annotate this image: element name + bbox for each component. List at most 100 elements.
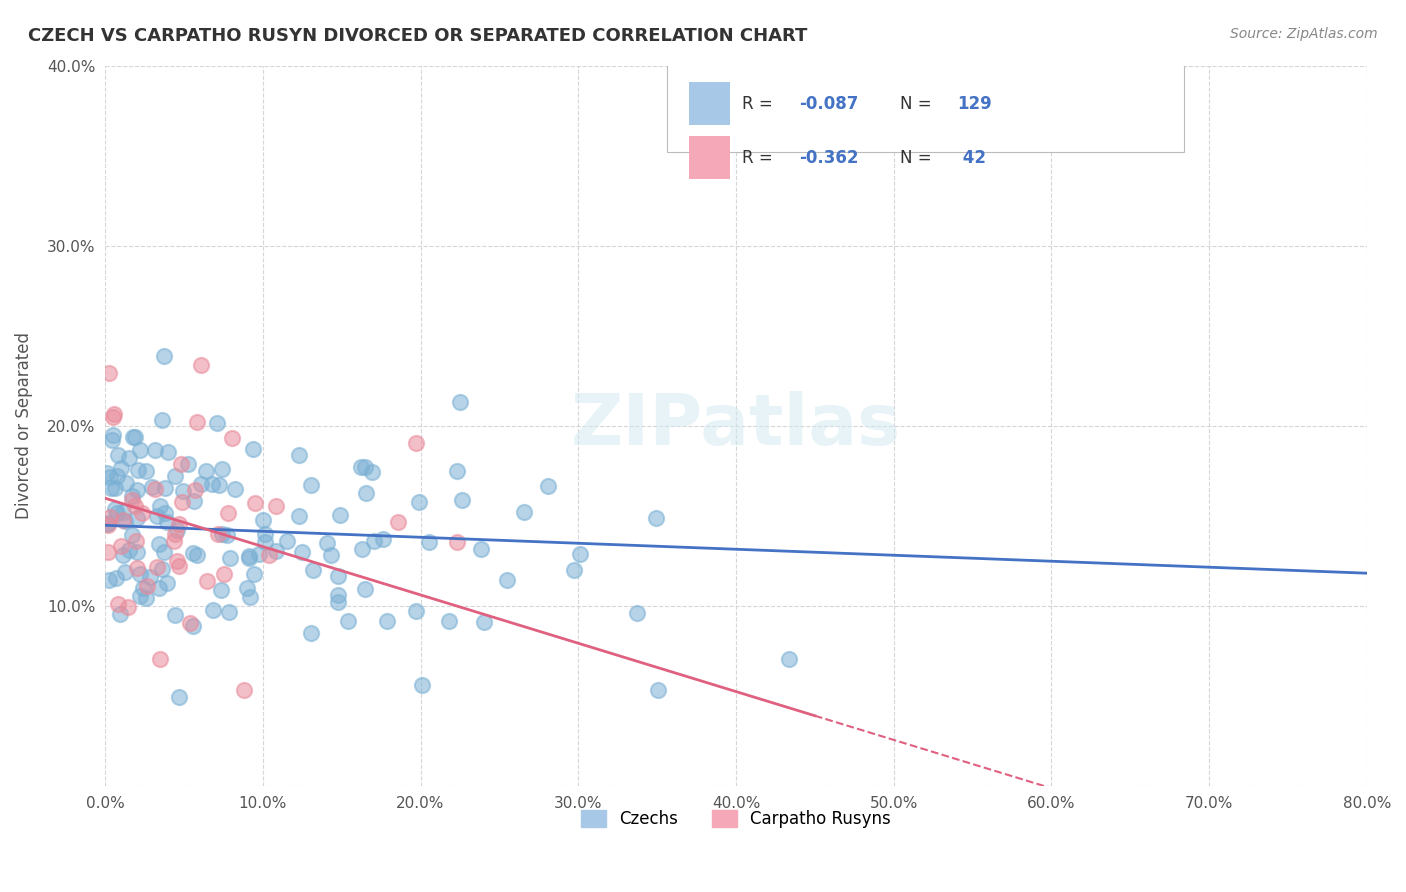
Point: [97, 516, 120, 530]
Legend: Czechs, Carpatho Rusyns: Czechs, Carpatho Rusyns: [575, 804, 897, 835]
Point: [166, 523, 188, 537]
Point: [101, 433, 124, 447]
Point: [470, 542, 492, 557]
Point: [105, 506, 128, 520]
Point: [235, 581, 257, 595]
Point: [98, 573, 121, 587]
Point: [177, 457, 200, 471]
Point: [350, 459, 373, 474]
Point: [243, 567, 266, 582]
Point: [117, 599, 139, 614]
Point: [195, 574, 218, 588]
Point: [107, 449, 129, 463]
Point: [190, 358, 212, 372]
Text: -0.087: -0.087: [799, 95, 859, 112]
Point: [129, 590, 152, 604]
Point: [103, 501, 125, 516]
Point: [125, 545, 148, 559]
Point: [179, 615, 201, 630]
Point: [276, 534, 298, 549]
Point: [135, 464, 157, 478]
Point: [194, 464, 217, 478]
Point: [496, 573, 519, 587]
Point: [97, 517, 120, 532]
Text: 42: 42: [956, 149, 986, 167]
Point: [149, 499, 172, 513]
Point: [439, 614, 461, 628]
Point: [125, 511, 148, 525]
Point: [156, 575, 179, 590]
Point: [124, 499, 146, 513]
Point: [408, 494, 430, 508]
Point: [211, 527, 233, 541]
Point: [96, 466, 118, 480]
Point: [143, 483, 166, 497]
Point: [143, 443, 166, 458]
Point: [121, 489, 143, 503]
Point: [209, 583, 232, 598]
Point: [254, 534, 277, 549]
Point: [252, 513, 274, 527]
Point: [108, 607, 131, 621]
Point: [114, 565, 136, 579]
Point: [153, 545, 176, 559]
Point: [153, 349, 176, 363]
Point: [97, 366, 120, 380]
Point: [319, 548, 342, 562]
Point: [127, 463, 149, 477]
Point: [132, 581, 155, 595]
Text: CZECH VS CARPATHO RUSYN DIVORCED OR SEPARATED CORRELATION CHART: CZECH VS CARPATHO RUSYN DIVORCED OR SEPA…: [28, 27, 807, 45]
Point: [238, 549, 260, 563]
Point: [219, 550, 242, 565]
Point: [207, 526, 229, 541]
Point: [218, 605, 240, 619]
Point: [208, 478, 231, 492]
Point: [149, 652, 172, 666]
Point: [243, 496, 266, 510]
Point: [112, 505, 135, 519]
Point: [166, 554, 188, 568]
Point: [104, 571, 127, 585]
Point: [118, 450, 141, 465]
Point: [148, 581, 170, 595]
Point: [257, 548, 280, 562]
Point: [163, 468, 186, 483]
Point: [170, 495, 193, 509]
Point: [110, 539, 132, 553]
Point: [212, 567, 235, 582]
Point: [350, 541, 373, 556]
Point: [336, 614, 359, 628]
Point: [110, 461, 132, 475]
Point: [360, 465, 382, 479]
Point: [100, 481, 122, 495]
Point: [101, 427, 124, 442]
Text: N =: N =: [900, 95, 936, 112]
Text: ZIPatlas: ZIPatlas: [571, 392, 901, 460]
Point: [107, 597, 129, 611]
Point: [778, 652, 800, 666]
Point: [201, 603, 224, 617]
Point: [299, 478, 322, 492]
Point: [472, 615, 495, 629]
Point: [387, 515, 409, 529]
Point: [247, 547, 270, 561]
Point: [446, 534, 468, 549]
Point: [645, 511, 668, 525]
Point: [239, 590, 262, 604]
Point: [354, 459, 377, 474]
Point: [316, 536, 339, 550]
Point: [201, 477, 224, 491]
Point: [329, 508, 352, 522]
Point: [536, 478, 558, 492]
FancyBboxPatch shape: [666, 22, 1184, 152]
Y-axis label: Divorced or Separated: Divorced or Separated: [15, 332, 32, 519]
Point: [104, 482, 127, 496]
Point: [96, 545, 118, 559]
Point: [169, 458, 191, 472]
Point: [186, 415, 208, 429]
Point: [238, 551, 260, 566]
Point: [167, 559, 190, 574]
Point: [112, 513, 135, 527]
Point: [354, 582, 377, 596]
Point: [253, 526, 276, 541]
